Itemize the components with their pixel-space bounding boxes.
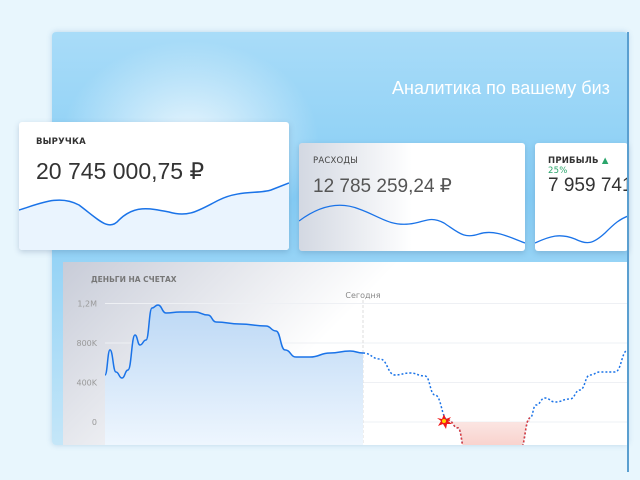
card-label: ПРИБЫЛЬ ▲ 25% bbox=[548, 156, 628, 176]
y-tick-label: 400K bbox=[76, 379, 97, 388]
card-revenue[interactable]: ВЫРУЧКА 20 745 000,75 ₽ bbox=[19, 122, 289, 250]
panel-edge bbox=[627, 32, 629, 472]
revenue-sparkline bbox=[19, 182, 289, 250]
cash-chart: ДЕНЬГИ НА СЧЕТАХ 0 400K 800K 1,2M Сегодня bbox=[63, 262, 628, 445]
actual-area bbox=[105, 304, 363, 445]
card-value: 12 785 259,24 ₽ bbox=[313, 176, 452, 197]
chart-svg: 0 400K 800K 1,2M Сегодня bbox=[76, 291, 628, 445]
chart-title: ДЕНЬГИ НА СЧЕТАХ bbox=[91, 275, 177, 284]
card-label: РАСХОДЫ bbox=[313, 156, 358, 166]
change-badge: 25% bbox=[548, 166, 568, 176]
profit-sparkline bbox=[535, 215, 628, 244]
today-label: Сегодня bbox=[345, 291, 380, 300]
y-tick-label: 0 bbox=[92, 418, 97, 427]
warning-burst-core bbox=[442, 419, 446, 423]
card-label-text: ПРИБЫЛЬ bbox=[548, 156, 599, 166]
y-tick-label: 800K bbox=[76, 339, 97, 348]
actual-line bbox=[104, 304, 364, 379]
expenses-sparkline bbox=[299, 204, 525, 244]
page-title: Аналитика по вашему биз bbox=[392, 78, 610, 98]
forecast-negative-line bbox=[447, 417, 531, 445]
forecast-line bbox=[362, 349, 628, 445]
card-expenses[interactable]: РАСХОДЫ 12 785 259,24 ₽ bbox=[299, 143, 525, 251]
card-value: 7 959 741 bbox=[548, 175, 628, 196]
card-label: ВЫРУЧКА bbox=[36, 137, 86, 147]
negative-area bbox=[448, 418, 530, 445]
triangle-up-icon: ▲ bbox=[601, 156, 609, 166]
card-value: 20 745 000,75 ₽ bbox=[36, 158, 205, 184]
card-profit[interactable]: ПРИБЫЛЬ ▲ 25% 7 959 741 bbox=[535, 143, 628, 251]
y-tick-label: 1,2M bbox=[77, 300, 97, 309]
